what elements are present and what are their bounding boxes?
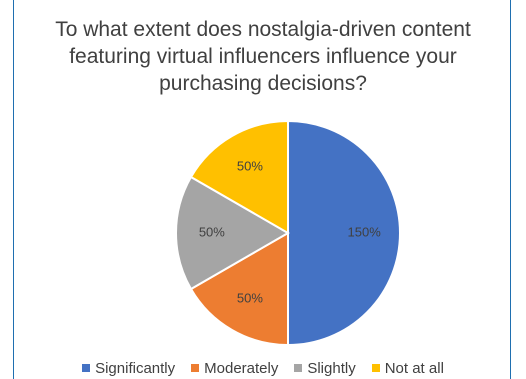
pie-slice-significantly	[287, 119, 401, 347]
pie-slice-slightly	[175, 175, 291, 291]
legend-label-significantly: Significantly	[95, 359, 176, 377]
pie-slices	[175, 119, 401, 347]
legend-swatch-slightly	[294, 364, 303, 372]
chart-title-line-3: purchasing decisions?	[159, 72, 367, 95]
legend-item-significantly: Significantly	[82, 360, 175, 377]
data-label-significantly: 150%	[348, 224, 382, 239]
legend-label-moderately: Moderately	[204, 359, 279, 377]
chart-title-line-2: featuring virtual influencers influence …	[69, 45, 457, 68]
legend-item-not-at-all: Not at all	[371, 359, 444, 377]
data-label-moderately: 50%	[237, 290, 263, 305]
pie-labels: 150% 50% 50% 50%	[199, 158, 381, 305]
legend-label-slightly: Slightly	[307, 359, 356, 377]
legend-swatch-not-at-all	[371, 364, 380, 372]
legend-swatch-significantly	[82, 364, 91, 372]
data-label-not-at-all: 50%	[237, 158, 263, 173]
chart-legend: Significantly Moderately Slightly Not at…	[14, 357, 512, 379]
legend-item-slightly: Slightly	[294, 359, 356, 377]
legend-label-not-at-all: Not at all	[384, 359, 444, 377]
data-label-slightly: 50%	[199, 224, 225, 239]
legend-swatch-moderately	[191, 364, 200, 372]
chart-title: To what extent does nostalgia-driven con…	[14, 16, 512, 97]
legend-item-moderately: Moderately	[191, 360, 278, 377]
chart-title-line-1: To what extent does nostalgia-driven con…	[55, 18, 471, 41]
chart-frame	[13, 0, 511, 379]
pie-slice-moderately	[189, 231, 289, 347]
pie-slice-not-at-all	[189, 119, 289, 235]
